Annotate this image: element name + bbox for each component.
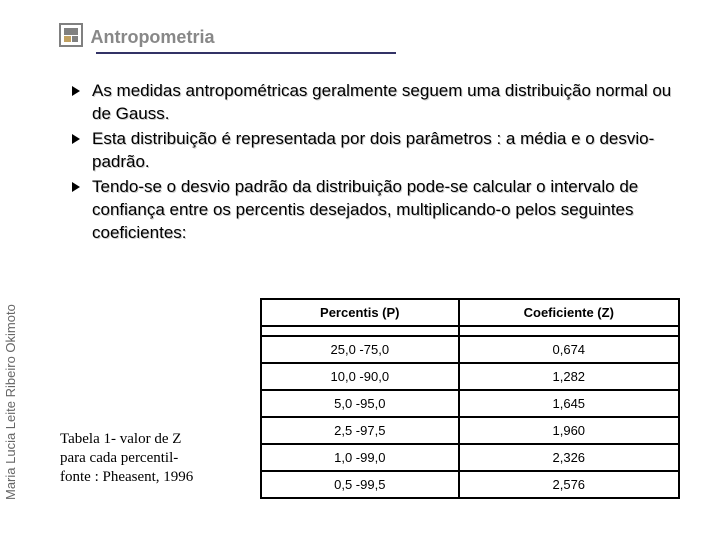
bullet-marker-icon: [70, 84, 82, 102]
table-header-row: Percentis (P) Coeficiente (Z): [261, 299, 679, 326]
table-cell: 0,5 -99,5: [261, 471, 459, 498]
table-row: 2,5 -97,5 1,960: [261, 417, 679, 444]
bullet-marker-icon: [70, 132, 82, 150]
table-cell: 2,326: [459, 444, 679, 471]
caption-line: para cada percentil-: [60, 450, 178, 466]
caption-line: fonte : Pheasent, 1996: [60, 469, 193, 485]
table-row: 0,5 -99,5 2,576: [261, 471, 679, 498]
logo-icon: [58, 22, 84, 53]
table-cell: 1,960: [459, 417, 679, 444]
table-row: 10,0 -90,0 1,282: [261, 363, 679, 390]
table-cell: 5,0 -95,0: [261, 390, 459, 417]
table-cell: 1,282: [459, 363, 679, 390]
table-cell: 2,576: [459, 471, 679, 498]
bullet-item: Esta distribuição é representada por doi…: [70, 128, 690, 174]
bullet-text: As medidas antropométricas geralmente se…: [92, 80, 690, 126]
table-cell: 0,674: [459, 336, 679, 363]
table-row: 25,0 -75,0 0,674: [261, 336, 679, 363]
page-title: Antropometria: [90, 27, 214, 48]
bullet-text: Tendo-se o desvio padrão da distribuição…: [92, 176, 690, 245]
bullet-item: As medidas antropométricas geralmente se…: [70, 80, 690, 126]
table-cell: 1,645: [459, 390, 679, 417]
table-header-cell: Coeficiente (Z): [459, 299, 679, 326]
title-underline: [96, 52, 396, 54]
table-cell: 25,0 -75,0: [261, 336, 459, 363]
table-empty-row: [261, 326, 679, 336]
bullet-item: Tendo-se o desvio padrão da distribuição…: [70, 176, 690, 245]
bullet-text: Esta distribuição é representada por doi…: [92, 128, 690, 174]
table-cell: 1,0 -99,0: [261, 444, 459, 471]
slide-header: Antropometria: [58, 22, 214, 53]
table-row: 1,0 -99,0 2,326: [261, 444, 679, 471]
table-row: 5,0 -95,0 1,645: [261, 390, 679, 417]
table-caption: Tabela 1- valor de Z para cada percentil…: [60, 430, 245, 486]
caption-line: Tabela 1- valor de Z: [60, 431, 181, 447]
coefficient-table-wrapper: Percentis (P) Coeficiente (Z) 25,0 -75,0…: [260, 298, 680, 499]
author-sideways: Maria Lucia Leite Ribeiro Okimoto: [3, 304, 18, 500]
coefficient-table: Percentis (P) Coeficiente (Z) 25,0 -75,0…: [260, 298, 680, 499]
bullet-list: As medidas antropométricas geralmente se…: [70, 80, 690, 247]
table-header-cell: Percentis (P): [261, 299, 459, 326]
table-cell: 10,0 -90,0: [261, 363, 459, 390]
bullet-marker-icon: [70, 180, 82, 198]
table-cell: 2,5 -97,5: [261, 417, 459, 444]
